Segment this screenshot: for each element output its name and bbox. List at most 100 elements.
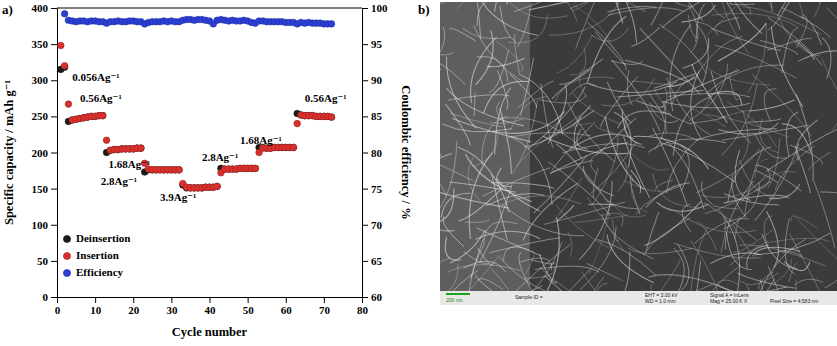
image-annotation: Mag = 25.00 K X	[710, 298, 748, 304]
fiber	[440, 205, 455, 231]
tick-label: 400	[32, 2, 49, 14]
fiber	[644, 218, 691, 255]
fiber	[579, 69, 587, 98]
fiber	[649, 93, 667, 133]
tick: 100	[32, 219, 58, 231]
axis-line	[57, 9, 58, 298]
fiber	[733, 229, 773, 252]
fiber	[580, 226, 616, 290]
point	[138, 145, 145, 152]
fiber	[442, 124, 512, 132]
fiber	[663, 87, 667, 115]
fiber	[440, 153, 474, 181]
tick-label: 200	[32, 147, 49, 159]
fiber	[711, 28, 781, 50]
tick: 200	[32, 147, 58, 159]
fiber	[468, 157, 480, 201]
fiber	[696, 36, 743, 77]
scale-bar	[446, 293, 470, 295]
tick: 70	[319, 297, 331, 316]
annotation: 2.8Ag⁻¹	[202, 151, 238, 163]
fiber	[655, 180, 674, 191]
tick-mark	[57, 297, 58, 303]
fiber	[476, 31, 493, 85]
fiber	[688, 4, 698, 53]
tick-label: 0	[43, 291, 49, 303]
fiber	[477, 2, 497, 26]
tick-mark	[51, 80, 57, 81]
tick-mark	[362, 116, 368, 117]
tick-mark	[248, 297, 249, 303]
fiber	[790, 234, 820, 291]
tick: 0	[43, 291, 58, 303]
point	[290, 144, 297, 151]
fiber	[519, 258, 551, 270]
fiber	[646, 212, 659, 252]
y-axis-title: Specific capacity / mAh g⁻¹	[2, 80, 16, 225]
point	[214, 183, 221, 190]
tick-label: 100	[32, 219, 49, 231]
fiber	[440, 56, 441, 70]
y2-axis: 6065707580859095100	[362, 2, 388, 303]
fiber	[724, 217, 740, 296]
fiber	[653, 128, 688, 206]
tick-label: 50	[243, 304, 255, 316]
fiber	[524, 111, 594, 147]
fiber	[696, 4, 705, 43]
tick-mark	[362, 153, 368, 154]
fiber	[722, 84, 758, 156]
x-axis-title: Cycle number	[172, 325, 248, 339]
fiber	[808, 152, 831, 170]
fiber	[510, 97, 547, 130]
point	[290, 144, 297, 151]
fiber	[484, 222, 517, 244]
fiber	[440, 35, 454, 55]
fiber	[717, 280, 738, 284]
fiber	[781, 7, 830, 38]
tick: 50	[37, 255, 57, 267]
fiber	[789, 262, 797, 282]
fiber	[526, 251, 534, 274]
image-annotation: WD = 1.0 mm	[645, 298, 676, 304]
fiber	[820, 192, 837, 224]
fiber	[570, 134, 634, 150]
fiber	[583, 166, 613, 196]
fiber	[801, 16, 822, 44]
fiber	[771, 26, 802, 106]
fiber	[601, 79, 654, 106]
fiber	[755, 144, 799, 221]
fiber	[660, 142, 735, 181]
tick-mark	[51, 153, 57, 154]
fiber	[692, 64, 727, 123]
tick-mark	[51, 44, 57, 45]
fiber	[570, 48, 586, 75]
legend-marker	[63, 252, 70, 259]
tick-mark	[362, 80, 368, 81]
fiber	[500, 6, 516, 42]
fiber	[661, 137, 704, 210]
tick: 40	[205, 297, 217, 316]
tick-label: 75	[371, 183, 383, 195]
tick-label: 80	[357, 304, 369, 316]
fiber	[613, 220, 619, 242]
annotation: 1.68Ag⁻¹	[108, 158, 150, 170]
tick: 300	[32, 74, 58, 86]
tick-label: 40	[205, 304, 217, 316]
tick: 100	[362, 2, 388, 14]
fiber	[515, 34, 520, 73]
fiber	[467, 255, 499, 292]
fiber	[747, 245, 769, 268]
fiber	[552, 122, 595, 171]
fiber	[768, 17, 822, 65]
tick-label: 350	[32, 38, 49, 50]
tick-mark	[51, 297, 57, 298]
fiber	[631, 28, 659, 47]
fiber	[696, 22, 718, 36]
fiber	[445, 237, 461, 260]
point	[252, 165, 259, 172]
fiber	[499, 118, 580, 147]
fiber	[508, 2, 568, 18]
fiber	[482, 116, 508, 166]
fiber	[448, 95, 510, 101]
fiber	[754, 247, 800, 254]
